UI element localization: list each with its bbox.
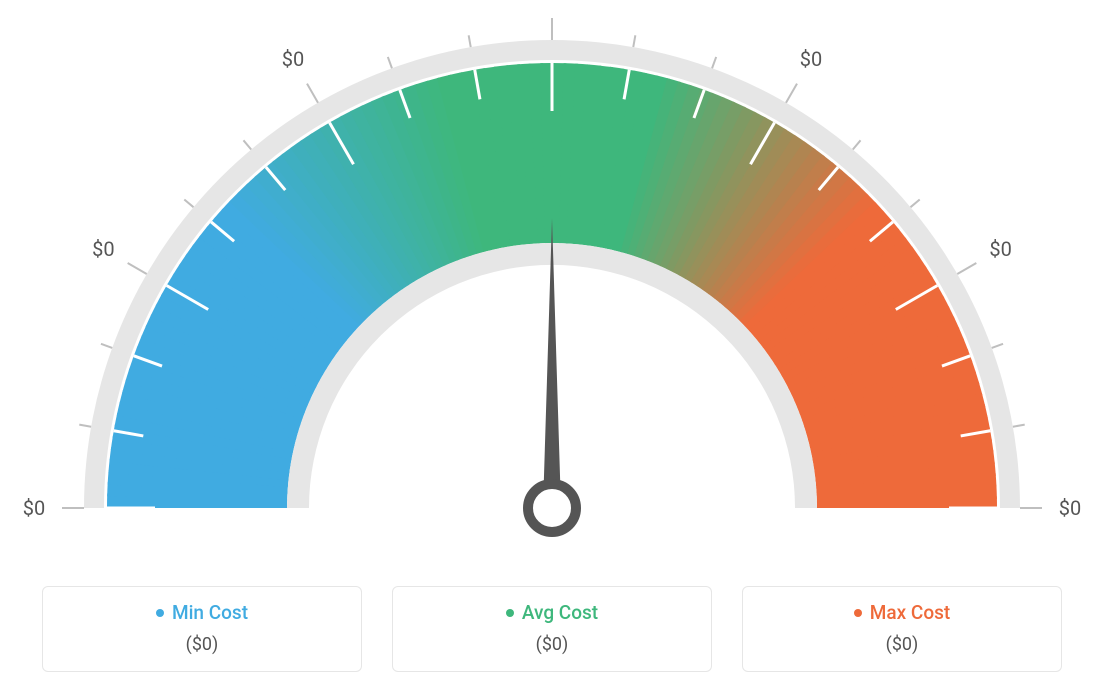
legend-box-min: Min Cost ($0) [42,586,362,672]
gauge-tick-label: $0 [541,0,563,2]
gauge-chart: $0 $0 $0 $0 $0 $0 $0 [0,0,1104,560]
legend-label: Min Cost [172,601,248,624]
dot-icon [854,609,862,617]
legend-box-avg: Avg Cost ($0) [392,586,712,672]
legend-label: Avg Cost [522,601,598,624]
gauge-tick-label: $0 [989,237,1011,261]
gauge-tick-label: $0 [23,496,45,520]
gauge-svg [0,0,1104,560]
dot-icon [156,609,164,617]
legend-box-max: Max Cost ($0) [742,586,1062,672]
legend-title-max: Max Cost [854,601,950,624]
legend-label: Max Cost [870,601,950,624]
legend-title-min: Min Cost [156,601,248,624]
legend-row: Min Cost ($0) Avg Cost ($0) Max Cost ($0… [0,586,1104,672]
dot-icon [506,609,514,617]
gauge-tick-label: $0 [92,237,114,261]
gauge-tick-label: $0 [1059,496,1081,520]
legend-value: ($0) [743,634,1061,655]
legend-value: ($0) [43,634,361,655]
gauge-tick-label: $0 [800,47,822,71]
gauge-tick-label: $0 [282,47,304,71]
legend-value: ($0) [393,634,711,655]
legend-title-avg: Avg Cost [506,601,598,624]
